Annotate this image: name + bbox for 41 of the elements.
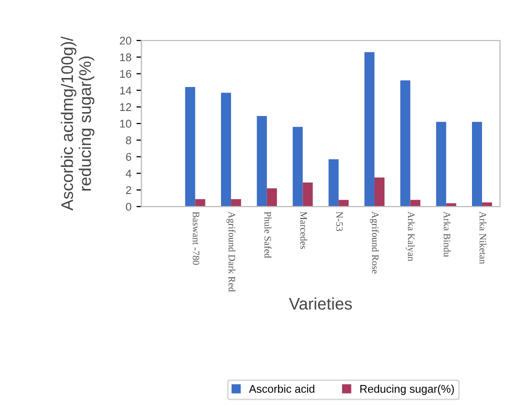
legend-label: Reducing sugar(%) bbox=[360, 384, 454, 395]
x-tick-label: Phule Safed bbox=[264, 212, 272, 258]
bar bbox=[446, 203, 456, 207]
y-tick-label: 12 bbox=[120, 103, 132, 111]
x-tick-label: Baswant -780 bbox=[192, 212, 200, 265]
y-tick-label: 8 bbox=[126, 136, 132, 144]
bar bbox=[364, 52, 374, 207]
bar bbox=[436, 122, 446, 207]
x-tick-label: Marcedes bbox=[300, 212, 308, 249]
bar bbox=[400, 80, 410, 207]
x-tick-label: Agrifound Dark Red bbox=[226, 212, 236, 292]
bar bbox=[292, 126, 303, 207]
y-tick-label: 0 bbox=[126, 202, 132, 211]
y-tick-label: 6 bbox=[126, 153, 132, 161]
bar bbox=[374, 177, 384, 207]
y-tick-label: 20 bbox=[120, 36, 132, 45]
bar bbox=[266, 188, 277, 207]
x-axis-title: Varieties bbox=[288, 297, 352, 310]
y-tick-label: 18 bbox=[120, 53, 132, 62]
bar bbox=[195, 199, 206, 207]
y-tick-label: 10 bbox=[120, 120, 132, 128]
y-tick-label: 16 bbox=[120, 70, 132, 78]
bar bbox=[472, 122, 482, 207]
y-axis-title: Ascorbic acidmg/100g)/ reducing sugar(%) bbox=[60, 36, 94, 211]
legend-label: Ascorbic acid bbox=[248, 384, 314, 393]
y-tick-label: 4 bbox=[126, 170, 132, 178]
x-tick-label: Arka Bindu bbox=[444, 212, 451, 257]
y-tick-label: 2 bbox=[126, 186, 132, 194]
bar bbox=[221, 92, 232, 207]
bar bbox=[338, 200, 349, 207]
bar bbox=[410, 200, 420, 207]
x-tick-label: Arka Kalyan bbox=[406, 212, 415, 262]
x-tick-label: Agrifound Rose bbox=[370, 212, 379, 274]
y-tick-label: 14 bbox=[120, 86, 132, 94]
bar bbox=[328, 159, 339, 207]
x-tick-label: N-53 bbox=[336, 212, 343, 232]
bar bbox=[302, 182, 313, 207]
bar bbox=[231, 199, 242, 207]
bar bbox=[185, 86, 196, 207]
x-tick-label: Arka Niketan bbox=[480, 212, 486, 264]
bar bbox=[256, 116, 267, 207]
